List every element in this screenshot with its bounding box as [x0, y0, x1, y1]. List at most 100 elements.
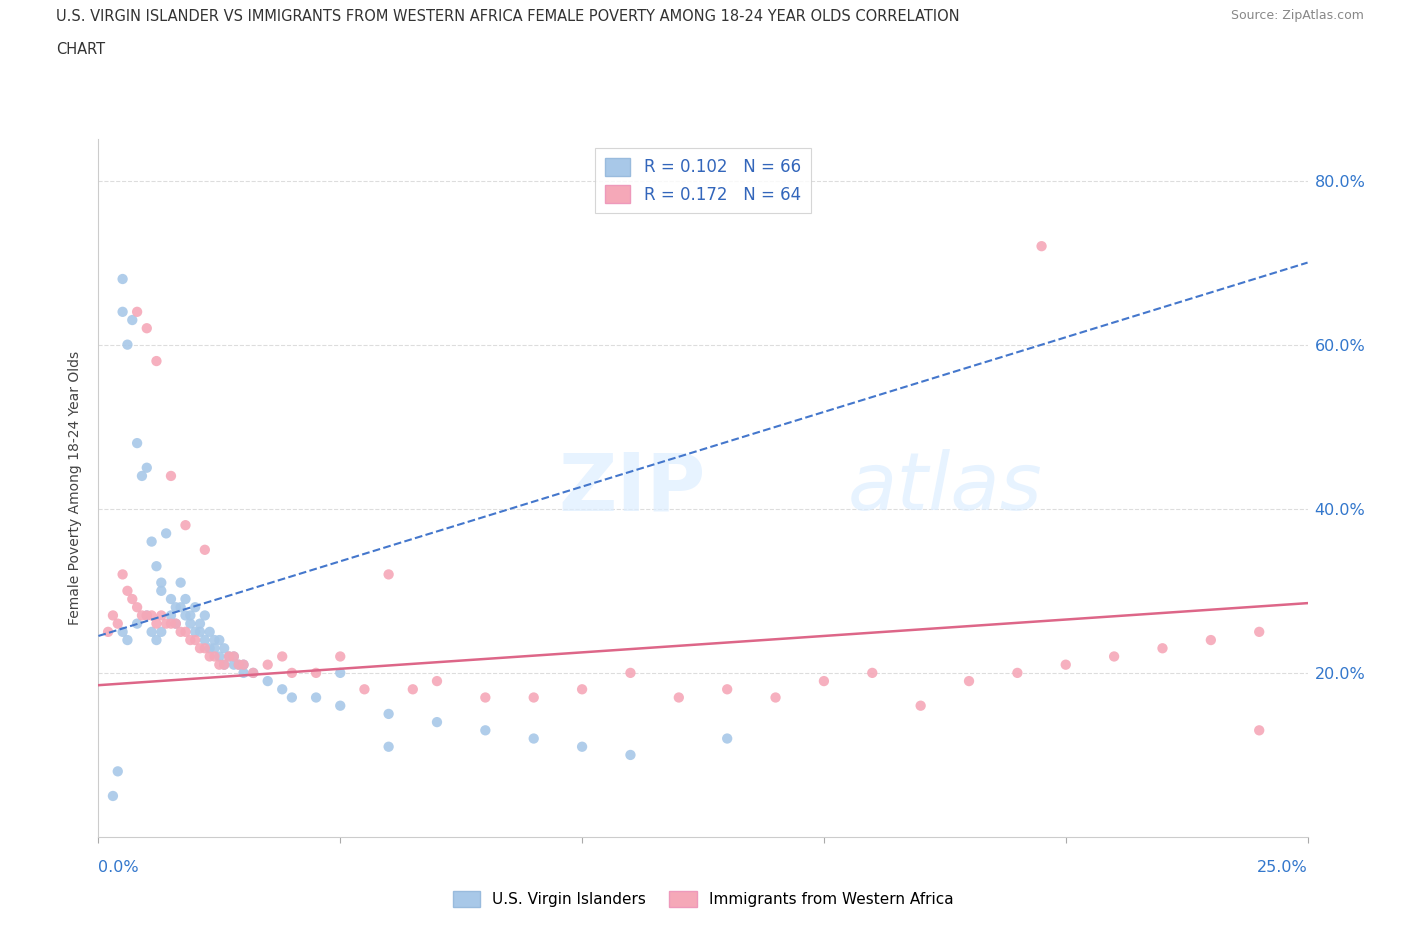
Point — [169, 575, 191, 590]
Point — [402, 682, 425, 697]
Point — [155, 526, 177, 541]
Point — [619, 748, 641, 763]
Point — [232, 658, 254, 672]
Point — [127, 304, 149, 319]
Text: CHART: CHART — [56, 42, 105, 57]
Point — [169, 600, 191, 615]
Point — [426, 673, 449, 688]
Point — [329, 698, 352, 713]
Point — [242, 666, 264, 681]
Point — [222, 658, 245, 672]
Point — [184, 600, 207, 615]
Point — [150, 608, 173, 623]
Point — [208, 649, 231, 664]
Point — [121, 591, 143, 606]
Point — [174, 518, 197, 533]
Point — [117, 632, 139, 647]
Point — [204, 641, 226, 656]
Point — [165, 617, 187, 631]
Point — [228, 658, 250, 672]
Point — [174, 608, 197, 623]
Point — [188, 617, 211, 631]
Point — [121, 312, 143, 327]
Point — [353, 682, 375, 697]
Point — [198, 624, 221, 639]
Point — [1007, 666, 1029, 681]
Point — [212, 658, 235, 672]
Point — [135, 608, 157, 623]
Point — [101, 608, 124, 623]
Y-axis label: Female Poverty Among 18-24 Year Olds: Female Poverty Among 18-24 Year Olds — [69, 352, 83, 625]
Point — [619, 666, 641, 681]
Point — [1031, 239, 1053, 254]
Point — [523, 731, 546, 746]
Point — [232, 658, 254, 672]
Point — [765, 690, 787, 705]
Point — [179, 608, 201, 623]
Point — [179, 632, 201, 647]
Point — [160, 617, 183, 631]
Point — [426, 714, 449, 729]
Point — [135, 608, 157, 623]
Point — [150, 583, 173, 598]
Point — [145, 353, 167, 368]
Point — [271, 682, 294, 697]
Point — [145, 559, 167, 574]
Point — [329, 649, 352, 664]
Point — [97, 624, 120, 639]
Point — [256, 658, 278, 672]
Point — [131, 469, 153, 484]
Point — [101, 789, 124, 804]
Point — [107, 764, 129, 778]
Text: Source: ZipAtlas.com: Source: ZipAtlas.com — [1230, 9, 1364, 22]
Point — [474, 690, 496, 705]
Point — [218, 649, 240, 664]
Point — [111, 567, 134, 582]
Point — [155, 617, 177, 631]
Point — [107, 617, 129, 631]
Point — [194, 641, 217, 656]
Point — [1152, 641, 1174, 656]
Point — [184, 624, 207, 639]
Text: 25.0%: 25.0% — [1257, 860, 1308, 875]
Point — [150, 575, 173, 590]
Point — [131, 608, 153, 623]
Point — [208, 658, 231, 672]
Point — [1199, 632, 1222, 647]
Point — [813, 673, 835, 688]
Point — [169, 624, 191, 639]
Point — [135, 321, 157, 336]
Point — [910, 698, 932, 713]
Point — [1102, 649, 1125, 664]
Point — [184, 632, 207, 647]
Point — [571, 739, 593, 754]
Point — [329, 666, 352, 681]
Point — [377, 739, 399, 754]
Point — [188, 641, 211, 656]
Point — [957, 673, 980, 688]
Point — [135, 460, 157, 475]
Point — [305, 690, 328, 705]
Point — [377, 707, 399, 722]
Point — [218, 649, 240, 664]
Text: ZIP: ZIP — [558, 449, 706, 527]
Point — [222, 649, 245, 664]
Point — [208, 632, 231, 647]
Point — [668, 690, 690, 705]
Point — [188, 624, 211, 639]
Point — [117, 583, 139, 598]
Point — [228, 658, 250, 672]
Point — [1249, 624, 1271, 639]
Legend: R = 0.102   N = 66, R = 0.172   N = 64: R = 0.102 N = 66, R = 0.172 N = 64 — [595, 148, 811, 214]
Point — [242, 666, 264, 681]
Point — [523, 690, 546, 705]
Point — [165, 600, 187, 615]
Point — [716, 731, 738, 746]
Point — [150, 624, 173, 639]
Point — [1054, 658, 1077, 672]
Point — [174, 591, 197, 606]
Point — [160, 608, 183, 623]
Point — [281, 690, 304, 705]
Legend: U.S. Virgin Islanders, Immigrants from Western Africa: U.S. Virgin Islanders, Immigrants from W… — [447, 884, 959, 913]
Point — [111, 272, 134, 286]
